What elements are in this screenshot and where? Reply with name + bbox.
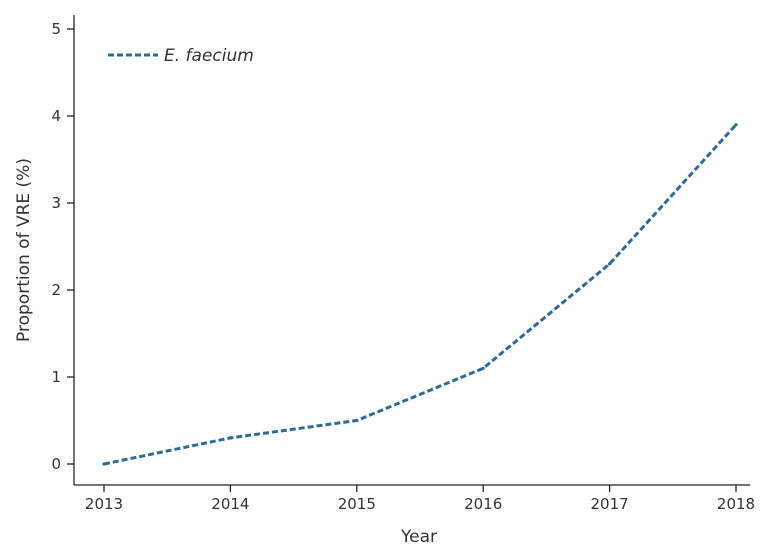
y-tick-label: 1	[51, 368, 61, 386]
data-point-e-faecium	[734, 123, 738, 127]
x-tick-label: 2015	[338, 495, 376, 513]
x-tick-label: 2018	[717, 495, 755, 513]
y-tick-label: 4	[51, 107, 61, 125]
series-layer	[102, 123, 738, 466]
series-line-e-faecium	[103, 123, 738, 466]
y-tick-label: 5	[51, 20, 61, 38]
y-tick-label: 3	[51, 194, 61, 212]
x-tick-label: 2014	[211, 495, 249, 513]
y-axis-title: Proportion of VRE (%)	[14, 158, 34, 342]
x-axis-ticks: 2013 2014 2015 2016 2017 2018	[85, 485, 755, 513]
x-tick-label: 2016	[464, 495, 502, 513]
data-point-e-faecium	[608, 262, 612, 266]
x-axis: 2013 2014 2015 2016 2017 2018	[74, 484, 755, 513]
y-tick-label: 0	[51, 455, 61, 473]
data-point-e-faecium	[102, 462, 106, 466]
data-point-e-faecium	[481, 366, 485, 370]
y-tick-label: 2	[51, 281, 61, 299]
y-axis-ticks: 0 1 2 3 4 5	[51, 20, 74, 473]
data-point-e-faecium	[355, 418, 359, 423]
data-point-e-faecium	[228, 436, 232, 440]
legend: E. faecium	[108, 46, 254, 66]
x-tick-label: 2017	[591, 495, 629, 513]
y-axis: 0 1 2 3 4 5	[51, 15, 75, 485]
x-axis-title: Year	[400, 527, 437, 547]
legend-label-e-faecium: E. faecium	[164, 46, 254, 66]
x-tick-label: 2013	[85, 495, 123, 513]
